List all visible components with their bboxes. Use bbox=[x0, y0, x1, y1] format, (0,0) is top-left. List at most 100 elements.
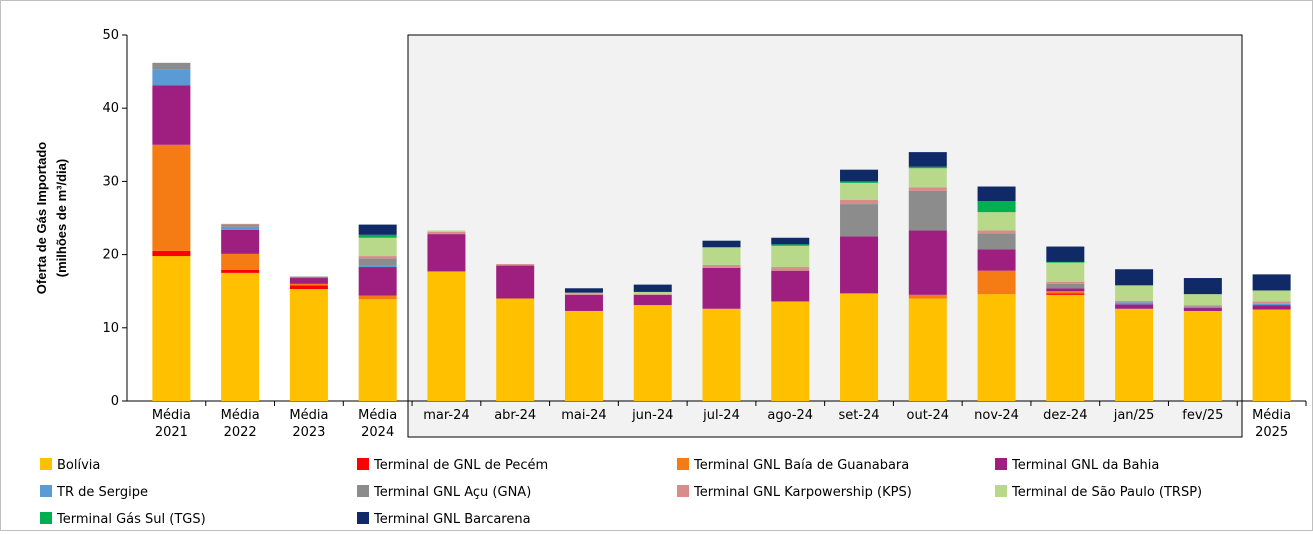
legend-label: TR de Sergipe bbox=[56, 485, 148, 500]
bar-segment bbox=[633, 291, 672, 295]
legend-swatch bbox=[40, 458, 52, 470]
bar-segment bbox=[221, 269, 260, 273]
legend-swatch bbox=[995, 458, 1007, 470]
bar-segment bbox=[1183, 294, 1222, 306]
x-tick-label: abr-24 bbox=[494, 408, 536, 423]
bar-segment bbox=[152, 69, 191, 86]
bar-segment bbox=[152, 62, 191, 70]
x-tick-label: Média 2024 bbox=[358, 408, 397, 440]
bar-segment bbox=[977, 270, 1016, 295]
x-tick-label: set-24 bbox=[838, 408, 879, 423]
bar-segment bbox=[358, 224, 397, 235]
x-tick-label: Média 2025 bbox=[1252, 408, 1291, 440]
y-tick-label: 0 bbox=[111, 394, 119, 409]
bar-segment bbox=[840, 204, 879, 237]
bar-segment bbox=[908, 166, 947, 169]
bar-segment bbox=[1252, 303, 1291, 306]
bar-segment bbox=[702, 264, 741, 268]
y-tick-label: 50 bbox=[102, 28, 119, 43]
x-tick-label: jun-24 bbox=[631, 408, 673, 423]
x-tick-label: mai-24 bbox=[561, 408, 606, 423]
y-tick-label: 40 bbox=[102, 101, 119, 116]
bar-segment bbox=[771, 267, 810, 271]
bar-segment bbox=[771, 237, 810, 245]
bar-segment bbox=[221, 253, 260, 270]
bar-segment bbox=[1252, 290, 1291, 302]
bar-segment bbox=[221, 223, 260, 225]
legend-swatch bbox=[677, 485, 689, 497]
bar-segment bbox=[1252, 301, 1291, 304]
bar-segment bbox=[496, 265, 535, 299]
bar-segment bbox=[1046, 288, 1085, 292]
bar-segment bbox=[908, 294, 947, 299]
bar-segment bbox=[1183, 308, 1222, 311]
x-tick-label: Média 2022 bbox=[221, 408, 260, 440]
bar-segment bbox=[633, 294, 672, 295]
bar-segment bbox=[1046, 281, 1085, 284]
bar-segment bbox=[358, 265, 397, 268]
x-tick-label: jul-24 bbox=[702, 408, 740, 423]
legend-label: Terminal GNL Karpowership (KPS) bbox=[693, 485, 912, 500]
bar-segment bbox=[977, 201, 1016, 213]
bar-segment bbox=[564, 292, 603, 294]
x-tick-label: Média 2023 bbox=[289, 408, 328, 440]
bar-segment bbox=[496, 264, 535, 266]
legend-swatch bbox=[995, 485, 1007, 497]
bar-segment bbox=[221, 224, 260, 227]
x-tick-label: Média 2021 bbox=[152, 408, 191, 440]
bar-segment bbox=[1115, 269, 1154, 286]
bar-segment bbox=[702, 240, 741, 248]
bar-segment bbox=[771, 270, 810, 302]
bar-segment bbox=[840, 169, 879, 182]
bar-segment bbox=[564, 294, 603, 311]
bar-segment bbox=[289, 276, 328, 279]
legend-swatch bbox=[357, 512, 369, 524]
legend-label: Terminal GNL Açu (GNA) bbox=[373, 485, 531, 500]
bar-segment bbox=[289, 278, 328, 284]
bar-segment bbox=[702, 308, 741, 401]
x-tick-label: dez-24 bbox=[1043, 408, 1087, 423]
y-tick-label: 10 bbox=[102, 321, 119, 336]
bar-segment bbox=[840, 181, 879, 183]
x-tick-label: mar-24 bbox=[423, 408, 469, 423]
legend-label: Terminal de São Paulo (TRSP) bbox=[1011, 485, 1202, 500]
bar-segment bbox=[1183, 305, 1222, 307]
bar-segment bbox=[358, 258, 397, 266]
bar-segment bbox=[564, 288, 603, 293]
bar-segment bbox=[1046, 291, 1085, 294]
bar-segment bbox=[221, 226, 260, 230]
bar-segment bbox=[152, 256, 191, 401]
bar-segment bbox=[771, 244, 810, 246]
bar-segment bbox=[358, 256, 397, 259]
legend-label: Terminal GNL Baía de Guanabara bbox=[693, 458, 909, 473]
legend-label: Terminal Gás Sul (TGS) bbox=[56, 512, 206, 527]
bar-segment bbox=[358, 299, 397, 401]
bar-segment bbox=[564, 293, 603, 295]
bar-segment bbox=[840, 199, 879, 205]
x-tick-label: fev/25 bbox=[1182, 408, 1223, 423]
bar-segment bbox=[633, 294, 672, 306]
x-tick-label: ago-24 bbox=[767, 408, 813, 423]
legend-swatch bbox=[357, 485, 369, 497]
bar-segment bbox=[771, 301, 810, 401]
legend-swatch bbox=[40, 512, 52, 524]
bar-segment bbox=[1183, 310, 1222, 401]
bar-segment bbox=[840, 293, 879, 401]
bar-segment bbox=[152, 250, 191, 257]
x-tick-label: jan/25 bbox=[1113, 408, 1155, 423]
bar-segment bbox=[633, 284, 672, 292]
y-axis-label-line: Oferta de Gás Importado bbox=[34, 142, 49, 294]
bar-segment bbox=[977, 212, 1016, 231]
bar-segment bbox=[358, 267, 397, 296]
bar-segment bbox=[840, 236, 879, 294]
y-tick-label: 20 bbox=[102, 248, 119, 263]
bar-segment bbox=[977, 186, 1016, 202]
bar-segment bbox=[908, 168, 947, 188]
bar-segment bbox=[1046, 262, 1085, 282]
bar-segment bbox=[1046, 261, 1085, 263]
bar-segment bbox=[1046, 283, 1085, 289]
legend-swatch bbox=[357, 458, 369, 470]
legend-swatch bbox=[677, 458, 689, 470]
bar-segment bbox=[1046, 246, 1085, 262]
